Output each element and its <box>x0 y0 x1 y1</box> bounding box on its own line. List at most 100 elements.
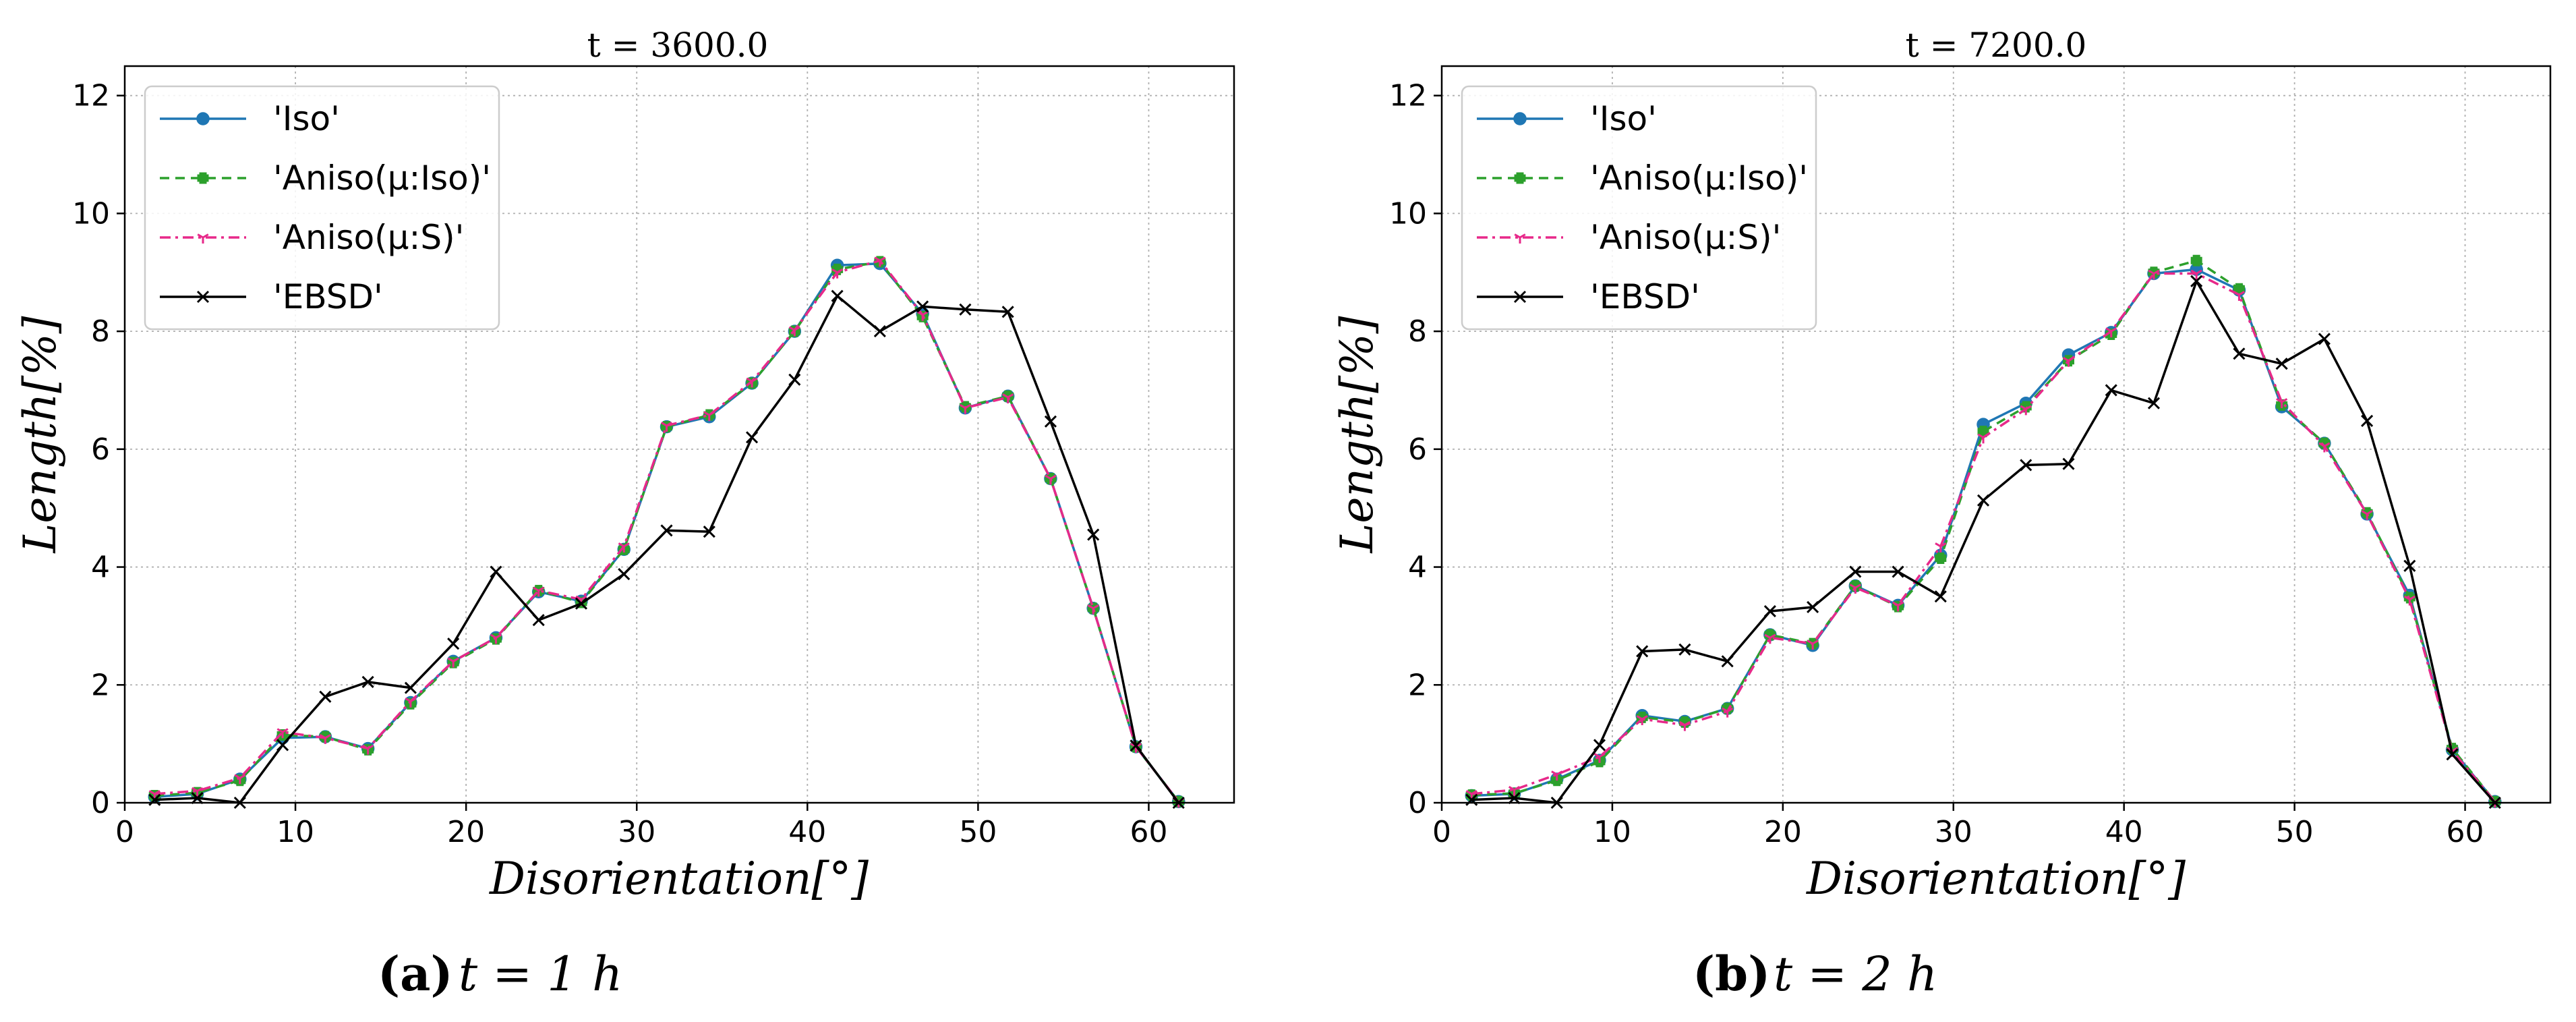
tick-layer: 0 10 20 30 40 50 60 0 2 4 6 8 10 12 <box>72 79 1167 849</box>
y-tick-label: 8 <box>1408 314 1427 349</box>
data-point <box>2020 405 2032 416</box>
data-point <box>1678 720 1691 731</box>
data-point <box>234 774 246 785</box>
caption-a: (a) t = 1 h <box>378 946 622 1002</box>
data-point <box>2105 327 2117 338</box>
data-point <box>1935 542 1947 552</box>
data-point <box>532 614 545 627</box>
data-point <box>1722 707 1734 718</box>
series-0 <box>1465 262 2502 809</box>
plot-frame <box>123 65 1235 804</box>
caption-b: (b) t = 2 h <box>1693 946 1937 1002</box>
series-line <box>1471 272 2496 803</box>
chart-panel-a: t = 3600.0 0 10 20 30 40 50 60 0 2 4 6 8 10 12 Disori… <box>14 26 1235 1002</box>
data-point <box>490 633 502 644</box>
legend-label: 'EBSD' <box>273 277 383 316</box>
chart-panel-b: t = 7200.0 0 10 20 30 40 50 60 0 2 4 6 8 10 12 Disori… <box>1331 26 2552 1002</box>
data-point <box>618 542 630 552</box>
series-line <box>154 262 1180 803</box>
y-tick-label: 12 <box>72 79 110 113</box>
data-point <box>2190 254 2202 266</box>
data-point <box>2147 397 2161 409</box>
legend-entry: 'EBSD' <box>1477 277 1700 316</box>
plot-frame <box>1440 65 2552 804</box>
data-point <box>1045 474 1057 485</box>
series-3 <box>1465 275 2501 810</box>
y-tick-label: 0 <box>91 786 110 820</box>
series-1 <box>1465 254 2501 807</box>
data-point <box>2361 507 2373 519</box>
data-point <box>2318 442 2331 453</box>
data-point <box>959 303 972 316</box>
legend-entry: 'Aniso(μ:Iso)' <box>160 159 491 198</box>
data-point <box>405 697 417 708</box>
data-point <box>618 567 631 581</box>
data-point <box>1892 565 1904 578</box>
data-point <box>1849 565 1862 578</box>
data-point <box>1044 415 1057 428</box>
data-point <box>1807 640 1819 650</box>
data-point <box>2403 595 2416 606</box>
legend-marker <box>1513 112 1527 125</box>
data-point <box>1892 601 1904 612</box>
data-point <box>447 657 459 668</box>
data-point <box>1087 528 1100 541</box>
data-point <box>2062 457 2075 470</box>
legend: 'Iso' 'Aniso(μ:Iso)' 'Aniso(μ:S)' 'EBSD' <box>144 85 500 331</box>
data-point <box>1593 739 1606 751</box>
data-point <box>874 256 886 267</box>
data-point <box>2275 358 2288 370</box>
data-point <box>1002 390 1014 402</box>
x-axis-label: Disorientation[°] <box>489 853 869 905</box>
data-point <box>276 728 289 739</box>
legend-label: 'EBSD' <box>1590 277 1700 316</box>
data-point <box>575 597 588 610</box>
data-point <box>703 411 715 422</box>
data-point <box>2190 269 2202 280</box>
data-point <box>1087 604 1099 615</box>
data-point <box>660 524 673 537</box>
data-point <box>1636 715 1648 725</box>
y-axis-label: Length[%] <box>1331 316 1383 553</box>
data-point <box>788 326 800 337</box>
data-point <box>1678 643 1691 656</box>
chart-title: t = 7200.0 <box>1906 26 2087 65</box>
data-point <box>276 739 289 751</box>
y-tick-label: 10 <box>72 196 110 231</box>
data-point <box>1977 433 1989 444</box>
legend: 'Iso' 'Aniso(μ:Iso)' 'Aniso(μ:S)' 'EBSD' <box>1461 85 1817 331</box>
y-tick-label: 2 <box>91 668 110 702</box>
data-point <box>873 325 886 338</box>
chart-title: t = 3600.0 <box>587 26 769 65</box>
series-line <box>154 294 1180 804</box>
legend-marker <box>196 290 210 304</box>
data-point <box>319 690 332 703</box>
x-tick-label: 10 <box>276 815 314 849</box>
data-point <box>1934 590 1947 603</box>
data-point <box>2403 559 2416 572</box>
y-axis-label: Length[%] <box>14 316 66 553</box>
data-point <box>1807 600 1819 614</box>
y-tick-label: 12 <box>1389 79 1427 113</box>
y-tick-label: 2 <box>1408 668 1427 702</box>
data-point <box>319 734 331 744</box>
data-point <box>788 373 801 386</box>
data-point <box>2020 459 2032 472</box>
data-point <box>2020 401 2032 413</box>
x-tick-label: 0 <box>115 815 134 849</box>
series-2 <box>1465 269 2501 808</box>
caption-text: t = 2 h <box>1774 946 1937 1002</box>
y-tick-label: 4 <box>1408 550 1427 585</box>
data-point <box>2062 356 2075 367</box>
data-point <box>1763 605 1776 618</box>
x-tick-label: 40 <box>788 815 826 849</box>
legend-marker <box>1514 172 1526 184</box>
data-point <box>2318 437 2331 449</box>
x-tick-label: 20 <box>447 815 485 849</box>
x-tick-label: 50 <box>2276 815 2314 849</box>
data-point <box>2105 384 2117 397</box>
legend-box <box>1461 85 1817 331</box>
legend-entry: 'Aniso(μ:S)' <box>160 218 464 257</box>
data-point <box>916 300 929 313</box>
series-2 <box>148 256 1185 808</box>
